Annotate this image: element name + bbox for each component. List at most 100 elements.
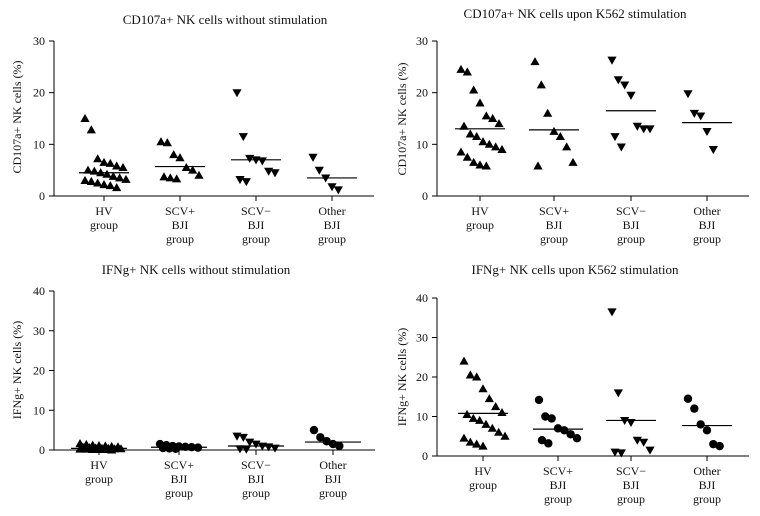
x-tick-label-line: SCV− bbox=[616, 464, 646, 478]
data-point bbox=[469, 157, 479, 166]
data-point bbox=[270, 169, 280, 178]
data-point bbox=[543, 108, 553, 117]
x-tick-label: SCV− BJI group bbox=[241, 204, 271, 246]
data-point bbox=[491, 142, 501, 151]
data-point bbox=[322, 437, 331, 446]
data-point bbox=[235, 445, 245, 454]
x-tick-label-line: group bbox=[540, 232, 568, 246]
x-tick-label-line: BJI bbox=[699, 478, 716, 492]
x-tick-label-line: group bbox=[544, 492, 572, 506]
data-point bbox=[99, 157, 109, 166]
data-point bbox=[469, 85, 479, 94]
data-point bbox=[690, 404, 699, 413]
data-point bbox=[484, 139, 494, 148]
data-point bbox=[462, 409, 472, 418]
x-tick-label-line: BJI bbox=[550, 478, 567, 492]
y-tick-label: 30 bbox=[416, 34, 428, 48]
y-tick-label: 0 bbox=[39, 189, 45, 203]
data-point bbox=[481, 111, 491, 120]
x-tick-label: Other BJI group bbox=[318, 204, 346, 246]
data-point bbox=[308, 153, 318, 162]
x-tick-label-line: group bbox=[165, 486, 193, 500]
y-tick-label: 40 bbox=[416, 291, 428, 305]
data-point bbox=[566, 430, 575, 439]
data-point bbox=[459, 121, 469, 130]
y-tick-label: 20 bbox=[416, 86, 428, 100]
data-point bbox=[547, 414, 556, 423]
data-point bbox=[607, 308, 617, 317]
data-point bbox=[169, 150, 179, 159]
panel-title: CD107a+ NK cells upon K562 stimulation bbox=[464, 6, 687, 21]
data-point bbox=[500, 431, 510, 440]
x-tick-label-line: BJI bbox=[248, 218, 265, 232]
x-tick-label: SCV− BJI group bbox=[616, 204, 646, 246]
data-point bbox=[105, 158, 115, 167]
data-point bbox=[616, 143, 626, 152]
data-point bbox=[86, 176, 96, 185]
x-tick-label-line: HV bbox=[95, 204, 113, 218]
y-tick-label: 10 bbox=[416, 410, 428, 424]
panel-cd107a-unstimulated: CD107a+ NK cells without stimulation CD1… bbox=[10, 12, 374, 246]
data-point bbox=[80, 113, 90, 122]
y-tick-label: 0 bbox=[39, 443, 45, 457]
data-point bbox=[478, 441, 488, 450]
data-point bbox=[165, 173, 175, 182]
data-point bbox=[156, 137, 166, 146]
data-point bbox=[487, 423, 497, 432]
data-point bbox=[102, 169, 112, 178]
data-point bbox=[314, 166, 324, 175]
x-tick-label-line: Other bbox=[318, 204, 345, 218]
data-point bbox=[235, 176, 245, 185]
x-tick-label: HV group bbox=[85, 458, 113, 486]
data-point bbox=[702, 426, 712, 435]
data-point bbox=[194, 170, 204, 179]
data-point bbox=[494, 119, 504, 128]
y-tick-label: 20 bbox=[33, 86, 45, 100]
data-point bbox=[610, 133, 620, 142]
data-point bbox=[165, 444, 174, 453]
data-point bbox=[93, 154, 103, 163]
data-point bbox=[683, 90, 693, 99]
x-tick-label-line: group bbox=[693, 492, 721, 506]
data-point bbox=[257, 157, 267, 166]
x-tick-label-line: group bbox=[617, 232, 645, 246]
data-point bbox=[472, 372, 482, 381]
data-point bbox=[560, 426, 569, 435]
y-tick-label: 20 bbox=[33, 364, 45, 378]
y-tick-label: 10 bbox=[416, 137, 428, 151]
data-point bbox=[105, 181, 115, 190]
y-axis-label: CD107a+ NK cells (%) bbox=[10, 60, 24, 173]
data-point bbox=[572, 434, 582, 443]
data-point bbox=[497, 407, 507, 416]
data-point bbox=[241, 445, 251, 454]
data-point bbox=[478, 137, 488, 146]
data-point bbox=[484, 394, 494, 403]
x-tick-label: SCV+ BJI group bbox=[543, 464, 573, 506]
panel-cd107a-k562: CD107a+ NK cells upon K562 stimulation C… bbox=[395, 6, 749, 246]
data-point bbox=[533, 161, 543, 170]
data-point bbox=[99, 180, 109, 189]
y-axis-label: CD107a+ NK cells (%) bbox=[395, 62, 409, 175]
panel-title: IFNg+ NK cells without stimulation bbox=[102, 262, 291, 277]
data-point bbox=[159, 172, 169, 181]
data-point bbox=[171, 444, 180, 454]
x-tick-label-line: group bbox=[693, 232, 721, 246]
data-point bbox=[537, 436, 547, 445]
data-point bbox=[468, 413, 478, 422]
x-tick-label: HV group bbox=[469, 464, 497, 492]
x-tick-label-line: HV bbox=[471, 204, 489, 218]
data-point bbox=[708, 146, 718, 155]
data-point bbox=[544, 439, 553, 448]
x-tick-label-line: group bbox=[90, 218, 118, 232]
data-point bbox=[683, 394, 693, 403]
data-point bbox=[709, 439, 718, 449]
data-point bbox=[462, 152, 472, 161]
x-tick-label-line: BJI bbox=[324, 218, 341, 232]
data-point bbox=[112, 161, 122, 170]
x-tick-label-line: BJI bbox=[171, 472, 188, 486]
data-point bbox=[534, 395, 544, 405]
data-point bbox=[121, 174, 131, 183]
data-point bbox=[613, 76, 623, 85]
data-point bbox=[568, 157, 578, 166]
